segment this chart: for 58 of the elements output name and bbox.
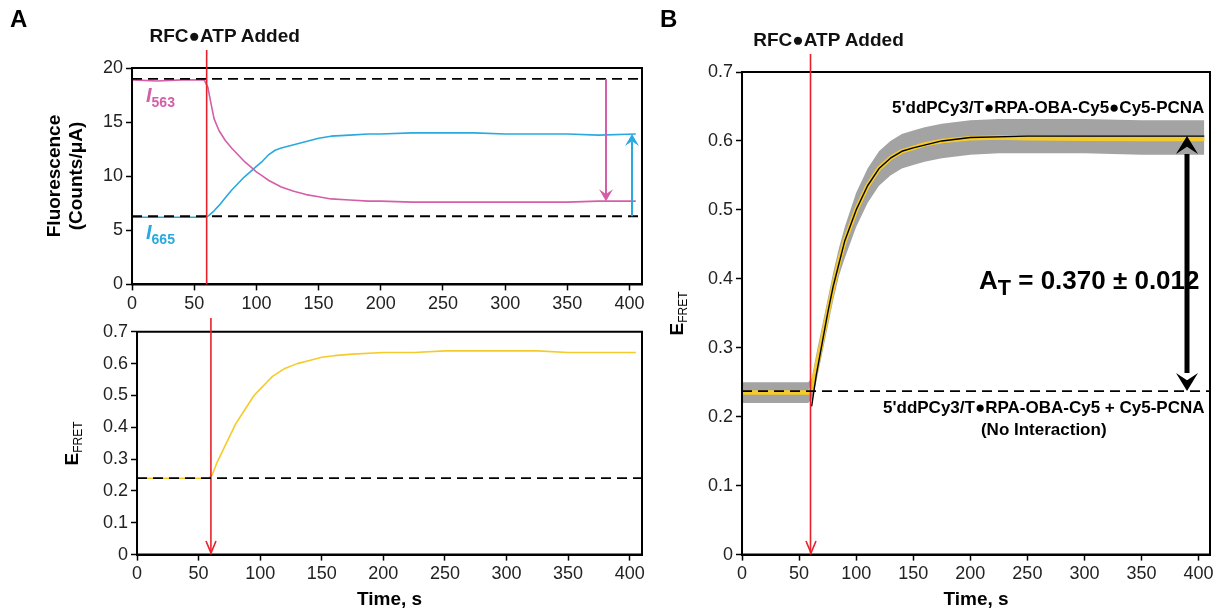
x-tick-label: 100	[841, 563, 872, 584]
x-tick-label: 400	[614, 293, 645, 314]
y-axis-title: Fluorescence (Counts/μA)	[42, 114, 87, 238]
y-tick-label: 0.3	[102, 448, 129, 469]
x-tick-label: 50	[184, 293, 205, 314]
text: B	[660, 5, 678, 33]
x-tick-label: 0	[132, 563, 143, 584]
series-label: I$_{665}$	[146, 221, 175, 248]
y-tick-label: 0.5	[707, 198, 734, 219]
y-tick-label: 10	[102, 165, 124, 186]
x-tick-label: 350	[553, 563, 584, 584]
x-tick-label: 150	[306, 563, 337, 584]
y-tick-label: 0.1	[707, 474, 734, 495]
y-tick-label: 0.7	[102, 320, 129, 341]
y-tick-label: 5	[113, 219, 124, 240]
annotation: 5'ddPCy3/T●RPA-OBA-Cy5●Cy5-PCNA	[892, 97, 1205, 120]
x-tick-label: 300	[1069, 563, 1100, 584]
y-tick-label: 0.4	[707, 267, 734, 288]
x-tick-label: 50	[188, 563, 209, 584]
y-tick-label: 0.4	[102, 416, 129, 437]
x-tick-label: 0	[737, 563, 748, 584]
x-tick-label: 200	[955, 563, 986, 584]
annotation: 5'ddPCy3/T●RPA-OBA-Cy5 + Cy5-PCNA (No Interaction)	[883, 397, 1205, 442]
x-tick-label: 250	[429, 563, 460, 584]
x-tick-label: 150	[898, 563, 929, 584]
y-tick-label: 0.6	[102, 352, 129, 373]
x-tick-label: 200	[368, 563, 399, 584]
x-tick-label: 350	[552, 293, 583, 314]
x-axis-title: Time, s	[943, 587, 1009, 609]
y-tick-label: 0	[723, 543, 734, 564]
x-tick-label: 250	[1012, 563, 1043, 584]
ref-line-label: RFC●ATP Added	[753, 28, 904, 50]
x-axis-title: Time, s	[356, 587, 423, 609]
ref-line-label: RFC●ATP Added	[149, 24, 300, 46]
x-tick-label: 300	[491, 563, 522, 584]
y-tick-label: 0.7	[707, 60, 734, 81]
y-tick-label: 0	[113, 273, 124, 294]
x-tick-label: 300	[490, 293, 521, 314]
y-tick-label: 0	[118, 543, 129, 564]
x-tick-label: 50	[789, 563, 810, 584]
x-tick-label: 200	[365, 293, 396, 314]
y-tick-label: 0.1	[102, 511, 129, 532]
y-tick-label: 0.6	[707, 129, 734, 150]
x-tick-label: 250	[427, 293, 459, 314]
x-tick-label: 150	[303, 293, 334, 314]
y-tick-label: 15	[102, 111, 124, 132]
x-tick-label: 400	[614, 563, 645, 584]
y-tick-label: 0.3	[707, 336, 734, 357]
series-label: I$_{563}$	[146, 83, 175, 110]
y-tick-label: 0.2	[707, 405, 734, 426]
x-tick-label: 100	[241, 293, 272, 314]
x-tick-label: 400	[1183, 563, 1214, 584]
x-tick-label: 350	[1126, 563, 1157, 584]
y-tick-label: 20	[102, 56, 124, 77]
text: A	[10, 5, 28, 33]
y-tick-label: 0.2	[102, 479, 129, 500]
x-tick-label: 100	[245, 563, 276, 584]
y-tick-label: 0.5	[102, 384, 129, 405]
